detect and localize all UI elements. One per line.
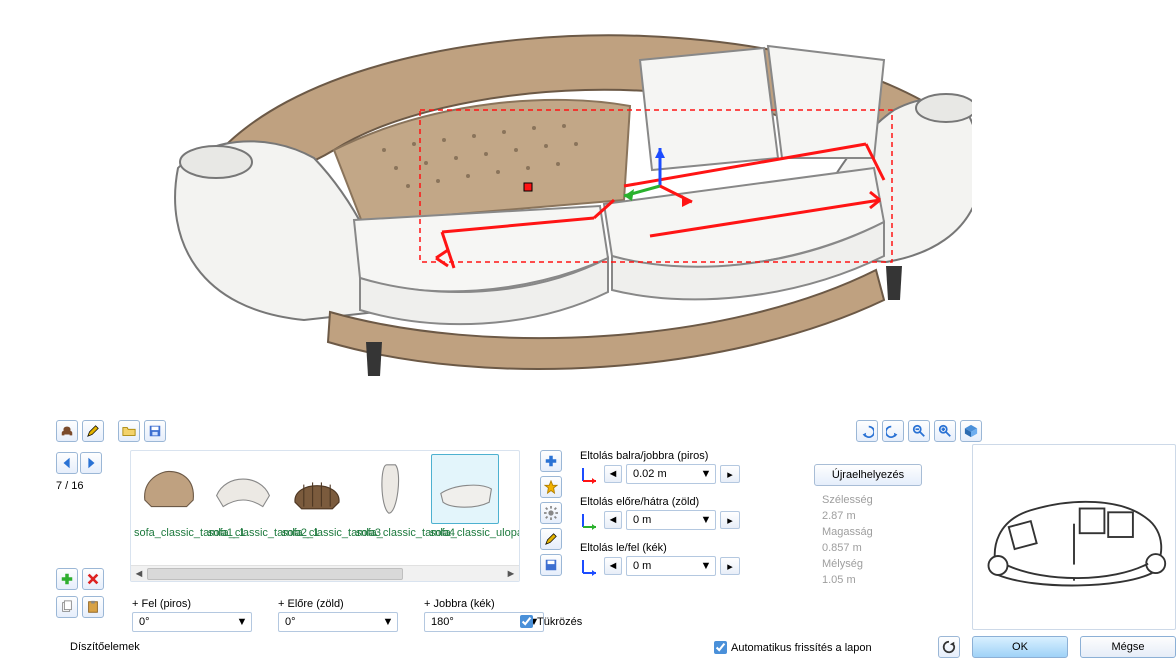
thumbnail-item[interactable]: sofa_classic_tamla4 (356, 454, 426, 562)
mirror-label: Tükrözés (537, 616, 582, 628)
decrement-button[interactable]: ◄ (604, 465, 622, 483)
offset-value-combo[interactable]: 0 m▼ (626, 510, 716, 530)
side-toolbar (540, 450, 562, 576)
pencil-icon[interactable] (82, 420, 104, 442)
paste-icon[interactable] (82, 596, 104, 618)
decorations-label: Díszítőelemek (70, 641, 140, 653)
armchair-icon[interactable] (56, 420, 78, 442)
delete-icon[interactable] (82, 568, 104, 590)
right-toolbar (856, 420, 982, 442)
dimensions-readout: Szélesség 2.87 m Magasság 0.857 m Mélysé… (822, 492, 873, 588)
prev-arrow-icon[interactable] (56, 452, 78, 474)
rotation-combo[interactable]: 0°▼ (132, 612, 252, 632)
increment-button[interactable]: ▸ (720, 465, 740, 483)
rotation-label: + Előre (zöld) (278, 598, 398, 610)
thumbnail-label: sofa_classic_tamla4 (356, 527, 426, 539)
offset-label: Eltolás balra/jobbra (piros) (580, 450, 798, 462)
thumbnail-label: sofa_classic_tamla3 (282, 527, 352, 539)
thumbnail-label: sofa_classic_tamla1_1 (134, 527, 204, 539)
add-icon[interactable] (56, 568, 78, 590)
increment-button[interactable]: ▸ (720, 557, 740, 575)
refresh-icon[interactable] (938, 636, 960, 658)
copy-icon[interactable] (56, 596, 78, 618)
cube-3d-icon[interactable] (960, 420, 982, 442)
decrement-button[interactable]: ◄ (604, 511, 622, 529)
rotation-label: + Fel (piros) (132, 598, 252, 610)
zoom-in-icon[interactable] (934, 420, 956, 442)
offset-value-combo[interactable]: 0.02 m▼ (626, 464, 716, 484)
offset-group-x: Eltolás balra/jobbra (piros) ◄0.02 m▼▸ (580, 450, 798, 484)
redo-icon[interactable] (882, 420, 904, 442)
mirror-checkbox[interactable] (520, 615, 533, 628)
reposition-label: Újraelhelyezés (832, 469, 904, 481)
folder-open-icon[interactable] (118, 420, 140, 442)
gear-icon[interactable] (540, 502, 562, 524)
increment-button[interactable]: ▸ (720, 511, 740, 529)
autorefresh-checkbox[interactable] (714, 641, 727, 654)
undo-icon[interactable] (856, 420, 878, 442)
offset-group-z: Eltolás le/fel (kék) ◄0 m▼▸ (580, 542, 798, 576)
thumbnail-counter: 7 / 16 (56, 480, 84, 492)
thumbnail-scrollbar[interactable]: ◄ ► (131, 565, 519, 581)
rotation-group-1: + Előre (zöld) 0°▼ (278, 598, 398, 632)
zoom-out-icon[interactable] (908, 420, 930, 442)
autorefresh-checkbox-row: Automatikus frissítés a lapon (714, 641, 872, 654)
plus-blue-icon[interactable] (540, 450, 562, 472)
plan-preview (972, 444, 1176, 630)
mirror-checkbox-row: Tükrözés (520, 615, 582, 628)
axis-x-icon (580, 464, 600, 484)
thumbnail-item[interactable]: sofa_classic_tamla2_1 (208, 454, 278, 562)
thumbnail-item[interactable]: sofa_classic_uloparna (430, 454, 500, 562)
save2-icon[interactable] (540, 554, 562, 576)
sofa-drawing (175, 35, 972, 376)
rotation-combo[interactable]: 0°▼ (278, 612, 398, 632)
offset-label: Eltolás előre/hátra (zöld) (580, 496, 798, 508)
save-icon[interactable] (144, 420, 166, 442)
axis-y-icon (580, 510, 600, 530)
reposition-button[interactable]: Újraelhelyezés (814, 464, 922, 486)
offset-label: Eltolás le/fel (kék) (580, 542, 798, 554)
decrement-button[interactable]: ◄ (604, 557, 622, 575)
offset-group-y: Eltolás előre/hátra (zöld) ◄0 m▼▸ (580, 496, 798, 530)
pencil2-icon[interactable] (540, 528, 562, 550)
star-icon[interactable] (540, 476, 562, 498)
thumbnail-label: sofa_classic_uloparna (430, 527, 500, 539)
axis-z-icon (580, 556, 600, 576)
next-arrow-icon[interactable] (80, 452, 102, 474)
offset-value-combo[interactable]: 0 m▼ (626, 556, 716, 576)
autorefresh-label: Automatikus frissítés a lapon (731, 642, 872, 654)
left-toolbar (56, 420, 166, 442)
rotation-label: + Jobbra (kék) (424, 598, 544, 610)
properties-panel: 7 / 16 sofa_classic_tamla1_1sofa_classic… (56, 420, 1116, 660)
thumbnail-item[interactable]: sofa_classic_tamla1_1 (134, 454, 204, 562)
ok-button[interactable]: OK (972, 636, 1068, 658)
thumbnail-strip: sofa_classic_tamla1_1 sofa_classic_tamla2… (130, 450, 520, 582)
thumbnail-item[interactable]: sofa_classic_tamla3 (282, 454, 352, 562)
cancel-button[interactable]: Mégse (1080, 636, 1176, 658)
rotation-group-0: + Fel (piros) 0°▼ (132, 598, 252, 632)
thumbnail-label: sofa_classic_tamla2_1 (208, 527, 278, 539)
3d-viewport[interactable] (84, 0, 972, 390)
